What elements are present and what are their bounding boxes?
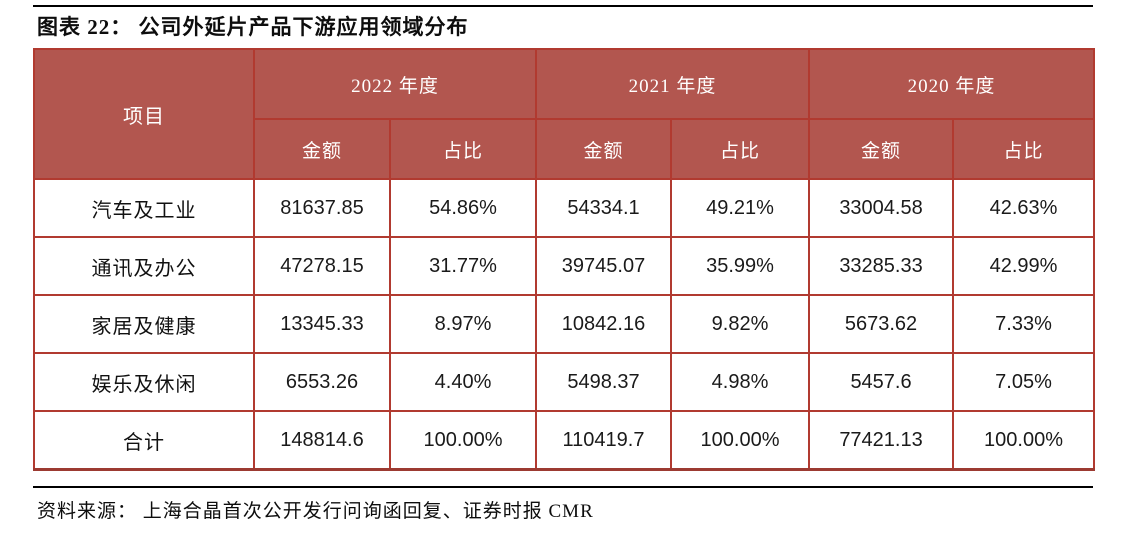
- cell-value: 7.33%: [952, 294, 1096, 354]
- cell-value: 35.99%: [670, 236, 811, 296]
- header-amount-2020: 金额: [808, 118, 955, 180]
- cell-value: 77421.13: [808, 410, 955, 471]
- header-share-2020: 占比: [952, 118, 1096, 180]
- row-label: 娱乐及休闲: [33, 352, 255, 412]
- cell-value: 39745.07: [535, 236, 673, 296]
- cell-value: 49.21%: [670, 178, 811, 238]
- header-year-2022: 2022 年度: [252, 48, 538, 120]
- header-share-2021: 占比: [670, 118, 811, 180]
- row-label: 通讯及办公: [33, 236, 255, 296]
- header-project: 项目: [33, 48, 255, 180]
- cell-value: 100.00%: [388, 410, 538, 471]
- top-rule: [33, 5, 1093, 7]
- cell-value: 54334.1: [535, 178, 673, 238]
- cell-value: 148814.6: [253, 410, 391, 471]
- cell-value: 47278.15: [253, 236, 391, 296]
- header-year-2021: 2021 年度: [535, 48, 811, 120]
- cell-value: 42.99%: [952, 236, 1096, 296]
- cell-value: 81637.85: [253, 178, 391, 238]
- cell-value: 13345.33: [253, 294, 391, 354]
- cell-value: 33004.58: [808, 178, 955, 238]
- header-amount-2022: 金额: [253, 118, 391, 180]
- cell-value: 31.77%: [388, 236, 538, 296]
- cell-value: 8.97%: [388, 294, 538, 354]
- table-row: 汽车及工业 81637.85 54.86% 54334.1 49.21% 330…: [33, 178, 1096, 238]
- cell-value: 110419.7: [535, 410, 673, 471]
- cell-value: 5498.37: [535, 352, 673, 412]
- downstream-application-table: 项目 2022 年度 2021 年度 2020 年度 金额 占比 金额 占比 金…: [33, 48, 1096, 471]
- table-row-total: 合计 148814.6 100.00% 110419.7 100.00% 774…: [33, 410, 1096, 471]
- cell-value: 33285.33: [808, 236, 955, 296]
- cell-value: 9.82%: [670, 294, 811, 354]
- source-note: 资料来源： 上海合晶首次公开发行问询函回复、证券时报 CMR: [37, 501, 594, 522]
- cell-value: 54.86%: [388, 178, 538, 238]
- row-label: 汽车及工业: [33, 178, 255, 238]
- bottom-rule: [33, 486, 1093, 488]
- header-share-2022: 占比: [388, 118, 538, 180]
- table-row: 娱乐及休闲 6553.26 4.40% 5498.37 4.98% 5457.6…: [33, 352, 1096, 412]
- row-label: 合计: [33, 410, 255, 471]
- cell-value: 100.00%: [952, 410, 1096, 471]
- cell-value: 100.00%: [670, 410, 811, 471]
- cell-value: 5673.62: [808, 294, 955, 354]
- header-amount-2021: 金额: [535, 118, 673, 180]
- cell-value: 42.63%: [952, 178, 1096, 238]
- cell-value: 5457.6: [808, 352, 955, 412]
- figure-title: 图表 22： 公司外延片产品下游应用领域分布: [37, 15, 469, 39]
- cell-value: 7.05%: [952, 352, 1096, 412]
- table-row: 通讯及办公 47278.15 31.77% 39745.07 35.99% 33…: [33, 236, 1096, 296]
- table-row: 家居及健康 13345.33 8.97% 10842.16 9.82% 5673…: [33, 294, 1096, 354]
- cell-value: 10842.16: [535, 294, 673, 354]
- row-label: 家居及健康: [33, 294, 255, 354]
- cell-value: 6553.26: [253, 352, 391, 412]
- header-year-2020: 2020 年度: [808, 48, 1096, 120]
- cell-value: 4.40%: [388, 352, 538, 412]
- cell-value: 4.98%: [670, 352, 811, 412]
